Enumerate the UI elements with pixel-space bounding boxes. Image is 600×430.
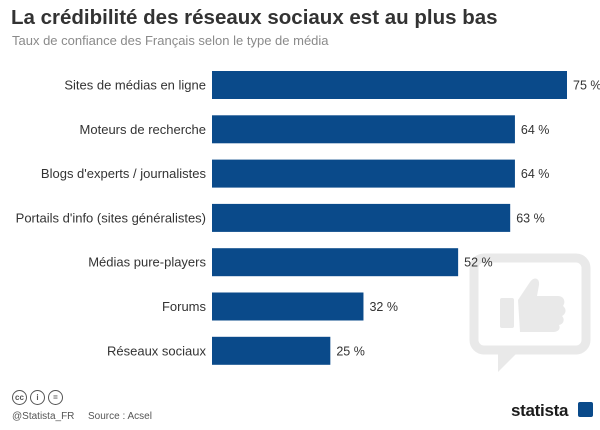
statista-logo-icon bbox=[578, 402, 593, 417]
bar bbox=[212, 159, 515, 188]
bar bbox=[212, 248, 459, 277]
value-label: 64 % bbox=[521, 167, 550, 181]
category-label: Portails d'info (sites généralistes) bbox=[16, 210, 206, 225]
chart-subtitle: Taux de confiance des Français selon le … bbox=[12, 33, 329, 48]
statista-logo: statista bbox=[511, 401, 569, 420]
bar bbox=[212, 336, 331, 365]
value-label: 75 % bbox=[573, 79, 600, 93]
bar bbox=[212, 71, 567, 99]
bar-chart: Sites de médias en ligne 75 % Moteurs de r… bbox=[16, 71, 600, 365]
value-label: 63 % bbox=[516, 211, 545, 225]
category-label: Moteurs de recherche bbox=[80, 122, 206, 137]
value-label: 32 % bbox=[369, 300, 398, 314]
bar bbox=[212, 203, 511, 232]
value-label: 25 % bbox=[336, 344, 365, 358]
category-label: Médias pure-players bbox=[88, 255, 206, 270]
bar bbox=[212, 292, 364, 321]
twitter-handle: @Statista_FR bbox=[12, 411, 75, 422]
source-label: Source : Acsel bbox=[88, 411, 152, 422]
bar bbox=[212, 115, 515, 144]
category-label: Réseaux sociaux bbox=[107, 343, 206, 358]
by-icon: i bbox=[30, 390, 45, 405]
chart-title: La crédibilité des réseaux sociaux est a… bbox=[11, 6, 498, 29]
category-label: Blogs d'experts / journalistes bbox=[41, 166, 207, 181]
category-label: Forums bbox=[162, 299, 207, 314]
cc-icon: cc bbox=[12, 390, 27, 405]
category-label: Sites de médias en ligne bbox=[64, 78, 206, 93]
value-label: 52 % bbox=[464, 256, 493, 270]
license-icons: cc i = bbox=[12, 390, 63, 405]
thumbs-up-watermark-icon bbox=[469, 253, 591, 372]
value-label: 64 % bbox=[521, 123, 550, 137]
nd-icon: = bbox=[48, 390, 63, 405]
